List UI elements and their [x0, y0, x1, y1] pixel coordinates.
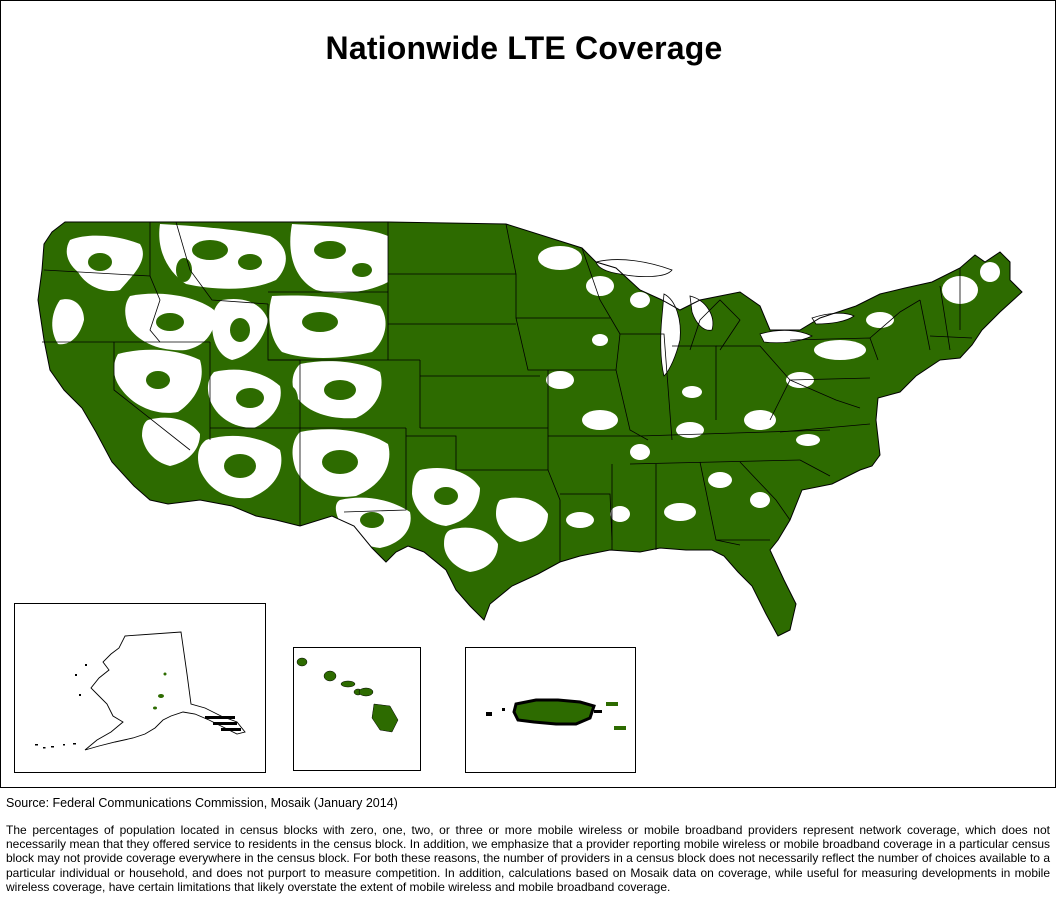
puerto-rico-inset: [465, 647, 636, 773]
hawaii-islands: [296, 657, 399, 733]
coverage-gaps-east: [538, 246, 1000, 528]
hawaii-map: [296, 657, 399, 733]
alaska-coverage: [153, 672, 167, 710]
pr-outer-islands: [486, 702, 626, 730]
methodology-notes: The percentages of population located in…: [6, 823, 1050, 894]
map-title: Nationwide LTE Coverage: [325, 30, 723, 66]
alaska-land: [84, 631, 246, 751]
puerto-rico-map: [486, 698, 626, 730]
hawaii-inset: [293, 647, 421, 771]
coverage-patches-west: [88, 240, 458, 528]
source-note: Source: Federal Communications Commissio…: [6, 796, 398, 810]
alaska-islands: [35, 664, 241, 749]
conus-map: [37, 221, 1023, 637]
alaska-inset: [14, 603, 266, 773]
conus-coverage-layer: [38, 222, 1022, 636]
puerto-rico-island: [512, 698, 596, 726]
state-borders: [37, 221, 1023, 637]
alaska-map: [35, 631, 246, 751]
